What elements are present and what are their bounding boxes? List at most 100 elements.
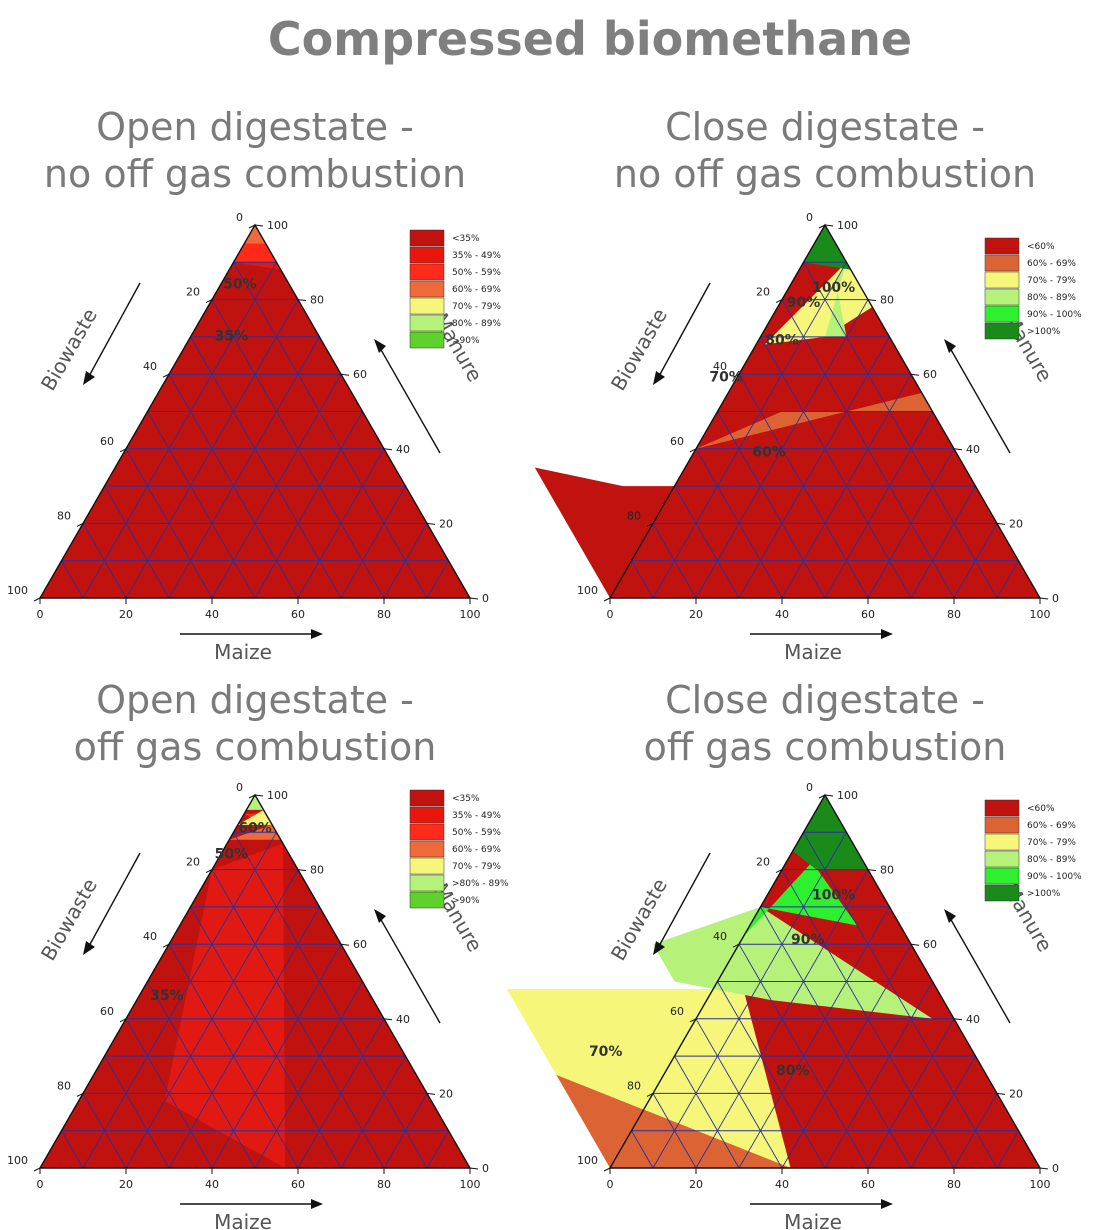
tick-label-bottom: 20: [119, 1178, 133, 1191]
tick-label-left: 20: [756, 856, 770, 869]
tick-label-right: 100: [267, 789, 288, 802]
tick-label-right: 80: [310, 864, 324, 877]
legend-label: 60% - 69%: [1027, 821, 1076, 831]
tick-label-left: 60: [670, 1005, 684, 1018]
contour-region: [164, 843, 286, 1168]
grid-line: [82, 262, 277, 599]
legend-label: >90%: [452, 896, 480, 906]
tick-label-left: 0: [806, 211, 813, 224]
grid-line: [824, 981, 933, 1169]
legend-swatch: [409, 263, 445, 281]
tick-label-left: 40: [713, 930, 727, 943]
contour-label: 60%: [238, 820, 272, 836]
tick-label-left: 0: [236, 781, 243, 794]
legend-swatch: [984, 816, 1020, 834]
grid-line: [82, 832, 277, 1169]
grid-line: [803, 262, 998, 599]
tick-mark: [603, 597, 611, 602]
grid-line: [254, 411, 363, 599]
grid-line: [104, 485, 170, 599]
tick-mark: [646, 1092, 654, 1097]
ternary-outline: [38, 793, 472, 1169]
tick-label-bottom: 0: [607, 1178, 614, 1191]
tick-label-bottom: 80: [947, 1178, 961, 1191]
legend-swatch: [984, 254, 1020, 272]
grid-line: [82, 1093, 127, 1169]
grid-line: [695, 1018, 783, 1169]
legend-label: >100%: [1027, 889, 1061, 899]
tick-label-bottom: 40: [775, 608, 789, 621]
tick-mark: [469, 1167, 479, 1170]
legend-label: <35%: [452, 234, 480, 244]
tick-mark: [818, 794, 826, 799]
tick-mark: [33, 597, 41, 602]
axis-arrow-manure: [379, 917, 441, 1024]
grid-line: [631, 1130, 654, 1169]
panel-title-line: Close digestate -: [665, 678, 985, 722]
tick-mark: [119, 1018, 127, 1023]
grid-line: [233, 262, 428, 599]
tick-label-left: 40: [713, 360, 727, 373]
tick-mark: [248, 794, 256, 799]
grid-line: [824, 411, 933, 599]
grid-line: [717, 981, 826, 1169]
tick-mark: [996, 1092, 1006, 1095]
tick-label-right: 20: [439, 1087, 453, 1100]
panel-title-line: Open digestate -: [96, 105, 414, 149]
tick-label-left: 60: [670, 435, 684, 448]
tick-label-right: 0: [1052, 592, 1059, 605]
tick-label-right: 80: [880, 864, 894, 877]
tick-label-right: 40: [966, 443, 980, 456]
tick-mark: [297, 869, 307, 872]
contour-region: [506, 988, 791, 1168]
tick-mark: [340, 943, 350, 946]
panel-title-line: no off gas combustion: [44, 152, 466, 196]
ternary-outline: [608, 223, 1042, 599]
arrowhead: [83, 941, 95, 955]
contour-region: [40, 1100, 470, 1168]
tick-label-bottom: 100: [1030, 1178, 1051, 1191]
axis-label-biowaste: Biowaste: [606, 304, 672, 395]
grid-line: [426, 1130, 449, 1169]
legend-swatch: [409, 840, 445, 858]
tick-label-right: 40: [396, 443, 410, 456]
tick-label-bottom: 40: [205, 608, 219, 621]
tick-mark: [732, 373, 740, 378]
contour-region: [764, 262, 873, 345]
tick-label-left: 60: [100, 435, 114, 448]
tick-mark: [867, 299, 877, 302]
legend-label: 70% - 79%: [452, 862, 501, 872]
tick-mark: [867, 869, 877, 872]
contour-region: [825, 262, 847, 337]
grid-line: [61, 560, 84, 599]
grid-line: [125, 448, 213, 599]
contour-label: 90%: [791, 932, 825, 948]
axis-arrow-manure: [949, 347, 1011, 454]
contour-region: [244, 225, 266, 244]
grid-line: [910, 1055, 976, 1169]
tick-label-left: 40: [143, 360, 157, 373]
tick-label-bottom: 40: [205, 1178, 219, 1191]
tick-mark: [426, 522, 436, 525]
tick-mark: [76, 522, 84, 527]
tick-label-bottom: 100: [460, 608, 481, 621]
grid-line: [652, 1093, 697, 1169]
legend: <35% 35% - 49% 50% - 59% 60% - 69% 70% - 79%…: [409, 229, 501, 349]
grid-line: [82, 523, 127, 599]
legend-swatch: [984, 799, 1020, 817]
legend-swatch: [984, 271, 1020, 289]
grid-line: [953, 1093, 998, 1169]
tick-mark: [996, 522, 1006, 525]
grid-line: [61, 1130, 84, 1169]
tick-mark: [775, 299, 783, 304]
tick-mark: [689, 1018, 697, 1023]
legend-swatch: [409, 874, 445, 892]
tick-label-right: 100: [837, 789, 858, 802]
tick-mark: [254, 224, 264, 227]
grid-line: [996, 560, 1019, 599]
tick-label-left: 100: [7, 1154, 28, 1167]
arrowhead: [653, 941, 665, 955]
contour-label: 35%: [215, 329, 249, 345]
tick-mark: [76, 1092, 84, 1097]
axis-arrow-biowaste: [87, 852, 141, 949]
